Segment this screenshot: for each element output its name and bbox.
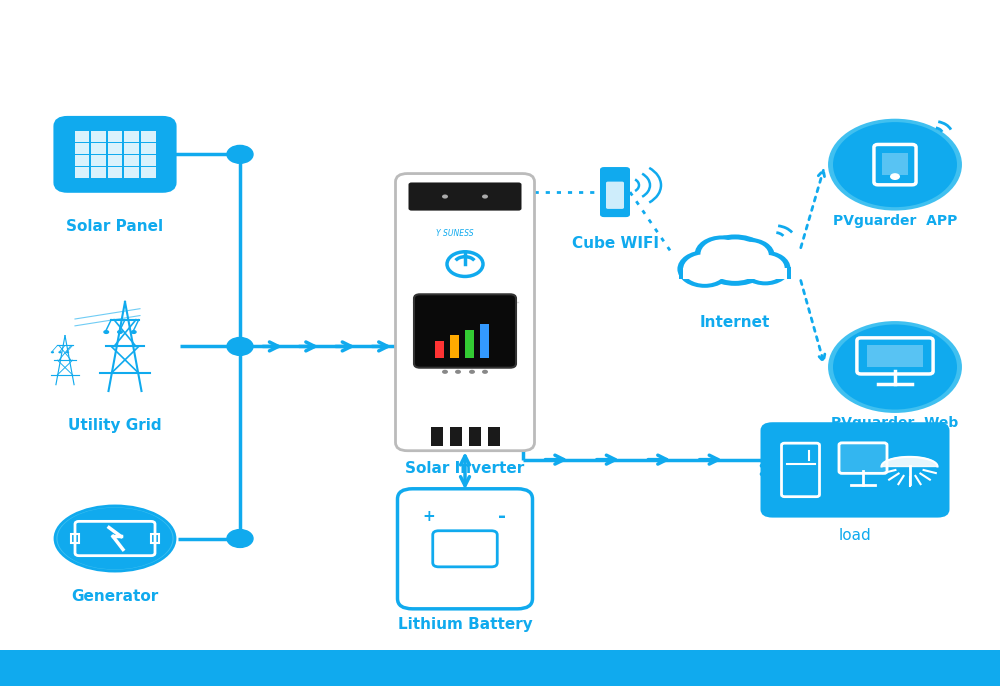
FancyBboxPatch shape [75,143,89,154]
FancyBboxPatch shape [606,182,624,209]
Bar [450,335,459,358]
Bar [480,324,489,358]
Text: load: load [839,528,871,543]
FancyBboxPatch shape [124,131,139,142]
Circle shape [227,530,253,547]
Circle shape [469,370,475,374]
Ellipse shape [58,508,173,569]
Circle shape [66,351,69,353]
FancyBboxPatch shape [108,143,122,154]
FancyBboxPatch shape [409,182,522,211]
FancyBboxPatch shape [396,174,534,451]
FancyBboxPatch shape [108,155,122,165]
Bar [469,427,481,446]
Circle shape [455,370,461,374]
Circle shape [833,324,957,410]
Text: +: + [422,509,435,523]
Text: PVguarder  APP: PVguarder APP [833,214,957,228]
Circle shape [482,370,488,374]
Text: -: - [498,507,506,525]
Text: Solar Inverter: Solar Inverter [405,461,525,476]
FancyBboxPatch shape [141,167,156,178]
Circle shape [131,330,137,334]
Bar [71,534,79,543]
Polygon shape [882,457,938,466]
FancyBboxPatch shape [91,155,106,165]
Text: Lithium Battery: Lithium Battery [398,617,532,632]
Text: Y SUNESS: Y SUNESS [436,228,474,238]
Bar [465,330,474,358]
Circle shape [705,239,765,281]
Circle shape [677,250,732,288]
Circle shape [828,119,962,211]
Circle shape [442,195,448,199]
Text: PVguarder  Web: PVguarder Web [831,416,959,430]
Circle shape [58,351,62,353]
FancyBboxPatch shape [398,488,532,609]
FancyBboxPatch shape [75,155,89,165]
FancyBboxPatch shape [91,143,106,154]
FancyBboxPatch shape [882,152,908,175]
Circle shape [698,235,772,286]
Polygon shape [683,268,787,279]
FancyBboxPatch shape [124,155,139,165]
FancyBboxPatch shape [414,294,516,368]
Bar [0,650,1000,686]
FancyBboxPatch shape [141,143,156,154]
FancyBboxPatch shape [91,131,106,142]
FancyBboxPatch shape [867,345,923,367]
FancyBboxPatch shape [761,422,950,517]
Circle shape [227,338,253,355]
FancyBboxPatch shape [839,443,887,473]
Circle shape [695,235,749,273]
Circle shape [683,255,726,284]
Bar [450,427,462,446]
Text: Generator: Generator [71,589,159,604]
Circle shape [117,330,123,334]
Text: Solar Panel: Solar Panel [66,219,164,234]
Text: Utility Grid: Utility Grid [68,418,162,433]
Circle shape [833,122,957,207]
Ellipse shape [55,506,175,571]
FancyBboxPatch shape [108,131,122,142]
Bar [431,427,443,446]
Circle shape [828,321,962,413]
FancyBboxPatch shape [91,167,106,178]
Bar [488,427,500,446]
FancyBboxPatch shape [56,118,175,191]
Circle shape [442,370,448,374]
Circle shape [700,239,744,269]
FancyBboxPatch shape [108,167,122,178]
Circle shape [746,255,785,281]
Circle shape [482,195,488,199]
Circle shape [51,351,54,353]
Bar [151,534,159,543]
FancyBboxPatch shape [141,131,156,142]
FancyBboxPatch shape [124,167,139,178]
Circle shape [724,238,775,272]
FancyBboxPatch shape [75,167,89,178]
FancyBboxPatch shape [600,167,630,217]
Circle shape [740,251,790,285]
Circle shape [227,145,253,163]
FancyBboxPatch shape [124,143,139,154]
FancyBboxPatch shape [75,131,89,142]
Text: Cube WIFI: Cube WIFI [572,236,658,251]
Circle shape [103,330,109,334]
Circle shape [730,242,769,268]
Bar [435,341,444,358]
FancyBboxPatch shape [141,155,156,165]
Text: Internet: Internet [700,315,770,330]
Circle shape [890,173,900,180]
Polygon shape [679,267,791,279]
